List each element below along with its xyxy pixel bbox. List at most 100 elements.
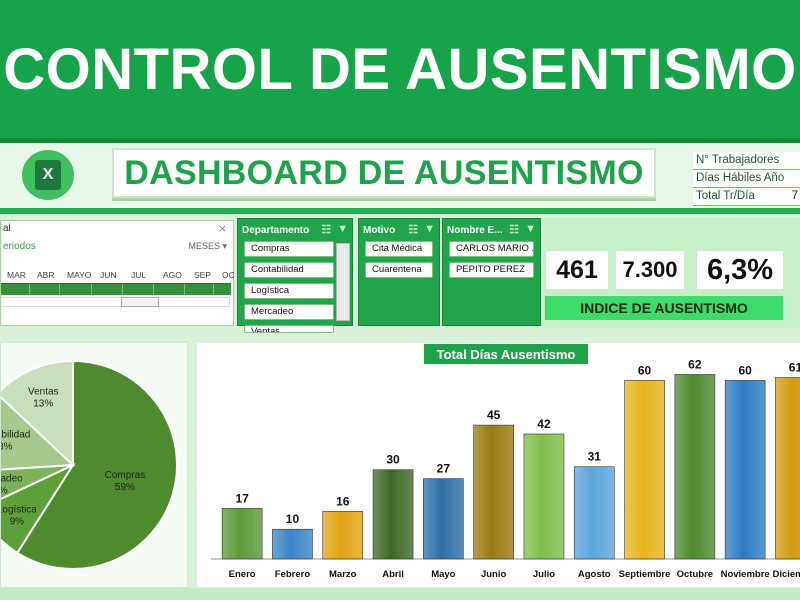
bar-chart-title: Total Días Ausentismo	[424, 344, 588, 364]
bar	[724, 380, 766, 560]
bar	[674, 374, 716, 560]
multi-select-icon[interactable]: ☷	[408, 224, 419, 236]
banner-title: CONTROL DE AUSENTISMO	[3, 36, 797, 102]
timeline-bar[interactable]	[1, 283, 231, 295]
timeline-month[interactable]: AGO	[163, 270, 182, 280]
bar-value-label: 45	[487, 408, 501, 422]
kpi-total-dias: 461	[545, 250, 609, 290]
slicer-item[interactable]: CARLOS MARIO ...	[449, 241, 534, 257]
pie-slice-value: 6%	[1, 486, 8, 497]
slicer-item[interactable]: Cita Médica	[365, 241, 433, 257]
bar-chart-panel: 17 Enero 10 Febrero 16 Marzo 30 Abril 27 Mayo 45 Ju…	[196, 342, 800, 588]
slicer-scrollbar[interactable]	[336, 243, 350, 321]
timeline-granularity[interactable]: MESES ▾	[188, 241, 227, 251]
bar-value-label: 42	[537, 417, 551, 431]
multi-select-icon[interactable]: ☷	[509, 224, 520, 236]
clear-filter-icon[interactable]: ▼	[525, 223, 536, 235]
slicer-title: Motivo	[363, 224, 396, 236]
pie-slice-label: Logística	[1, 505, 37, 516]
bar-value-label: 31	[588, 450, 602, 464]
timeline-slicer[interactable]: al ⨯ eriodos MESES ▾ MAR ABR MAYO JUN JU…	[0, 220, 235, 326]
info-row: N° Trabajadores	[693, 152, 800, 170]
clear-filter-icon[interactable]: ▼	[337, 223, 348, 235]
bar-category-label: Octubre	[677, 569, 713, 580]
slicer-item[interactable]: Cuarentena	[365, 262, 433, 278]
clear-filter-icon[interactable]: ⨯	[217, 223, 227, 235]
pie-slice	[15, 359, 178, 570]
bar-chart: 17 Enero 10 Febrero 16 Marzo 30 Abril 27 Mayo 45 Ju…	[211, 357, 800, 580]
bar	[573, 466, 615, 560]
timeline-month[interactable]: MAR	[7, 270, 26, 280]
bottom-strip	[0, 588, 800, 600]
banner: CONTROL DE AUSENTISMO	[0, 0, 800, 138]
kpi-indice: 6,3%	[696, 250, 784, 290]
clear-filter-icon[interactable]: ▼	[424, 223, 435, 235]
pie-slice-value: 59%	[115, 482, 135, 493]
timeline-month[interactable]: MAYO	[67, 270, 92, 280]
pie-slice	[1, 462, 76, 555]
bar-category-label: Junio	[481, 569, 507, 580]
section-separator	[0, 208, 800, 214]
timeline-month[interactable]: JUL	[131, 270, 147, 280]
multi-select-icon[interactable]: ☷	[321, 224, 332, 236]
timeline-scroll-thumb[interactable]	[121, 297, 159, 307]
slicer-item[interactable]: PEPITO PEREZ	[449, 262, 534, 278]
bar-value-label: 60	[738, 363, 752, 377]
info-row: Días Hábiles Año	[693, 170, 800, 188]
pie-slice-value: 13%	[33, 398, 53, 409]
motivo-slicer: Motivo ☷ ▼ Cita Médica Cuarentena	[358, 218, 440, 326]
pie-slice-label: Mercadeo	[1, 474, 23, 485]
bar-value-label: 30	[386, 453, 400, 467]
info-value: 7	[791, 190, 798, 202]
excel-sheet-icon: X	[35, 160, 61, 190]
excel-icon: X	[22, 150, 74, 200]
timeline-month[interactable]: JUN	[100, 270, 117, 280]
slicer-item[interactable]: Mercadeo	[244, 304, 334, 320]
timeline-subtitle: eriodos	[3, 241, 36, 252]
pie-slice-label: Ventas	[28, 386, 59, 397]
bar-value-label: 62	[688, 357, 702, 371]
slicer-item[interactable]: Contabilidad	[244, 262, 334, 278]
bar	[523, 433, 565, 560]
bar-value-label: 16	[336, 494, 350, 508]
timeline-month[interactable]: ABR	[37, 270, 55, 280]
bar-category-label: Diciembre	[772, 569, 800, 580]
slicer-header: Motivo ☷ ▼	[359, 219, 439, 241]
bar	[624, 380, 665, 560]
timeline-months: MAR ABR MAYO JUN JUL AGO SEP OC	[7, 270, 235, 282]
slicer-title: Nombre E...	[447, 224, 503, 236]
bar-category-label: Noviembre	[721, 569, 770, 580]
pie-slice	[1, 359, 74, 468]
timeline-month[interactable]: SEP	[194, 270, 212, 280]
timeline-month[interactable]: OC	[222, 270, 235, 280]
slicer-item[interactable]: Ventas	[244, 325, 334, 333]
slicer-item[interactable]: Compras	[244, 241, 334, 257]
pie-slice-label: Compras	[105, 470, 146, 481]
pie-slice-label: Contabilidad	[1, 430, 30, 441]
bar-value-label: 61	[789, 360, 800, 374]
slicer-header: Nombre E... ☷ ▼	[443, 219, 540, 241]
bar	[372, 469, 414, 560]
bar-category-label: Enero	[229, 569, 256, 580]
info-row: Total Tr/Día 7	[693, 188, 800, 206]
kpi-label: INDICE DE AUSENTISMO	[545, 296, 783, 320]
bar-category-label: Abril	[382, 569, 404, 580]
slicer-item[interactable]: Logística	[244, 283, 334, 299]
bar	[221, 508, 263, 560]
info-table: N° Trabajadores Días Hábiles Año Total T…	[693, 152, 800, 206]
bar-category-label: Febrero	[275, 569, 311, 580]
timeline-scrollbar[interactable]	[1, 297, 230, 307]
pie-slice	[1, 464, 74, 500]
bar-category-label: Septiembre	[619, 569, 671, 580]
info-label: Días Hábiles Año	[696, 172, 785, 184]
bar	[423, 478, 464, 560]
bar-value-label: 27	[437, 462, 451, 476]
bar-value-label: 17	[235, 491, 249, 505]
info-label: Total Tr/Día	[696, 190, 755, 202]
kpi-dias-habiles: 7.300	[615, 250, 685, 290]
bar-category-label: Marzo	[329, 569, 357, 580]
bar-value-label: 60	[638, 363, 652, 377]
banner-strip	[0, 138, 800, 143]
